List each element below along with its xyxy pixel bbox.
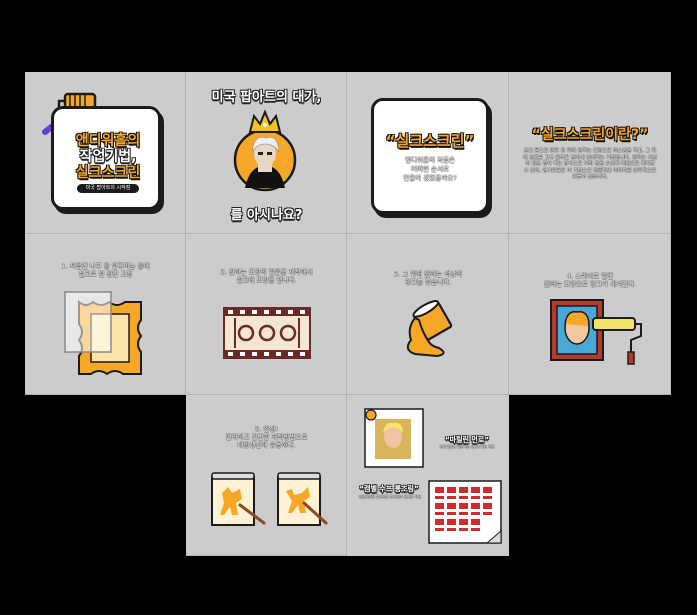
film-strip-icon: [223, 307, 311, 359]
artist-top-text: 미국 팝아트의 대가,: [211, 90, 322, 105]
step1-caption: 1. 처음엔 나무 틀 알루미늄 틀에 실크로 된 원단 고정: [61, 262, 150, 278]
cover-title-line1: 앤디워홀의: [75, 133, 141, 149]
slide-step1: 1. 처음엔 나무 틀 알루미늄 틀에 실크로 된 원단 고정: [25, 234, 186, 395]
step4-caption: 4. 스퀴지로 밀면 원하는 모양으로 잉크가 새겨진다.: [544, 272, 636, 288]
paint-bucket-icon: [406, 300, 453, 358]
marilyn-desc: 앤디워홀의 대표적인 실크스크린 작품: [439, 445, 495, 449]
slide-cover: 앤디워홀의 작업기법, 실크스크린 미국 팝아트의 시작점: [25, 72, 186, 234]
intro-card: [371, 98, 489, 214]
intro-line1: 앤디워홀의 작품은: [405, 156, 455, 164]
intro-title: “실크스크린”: [385, 132, 475, 150]
slide-definition: “실크스크린이란?” 실크 등으로 만든 판 위에 원하는 모양으로 마스킹을 …: [509, 72, 671, 234]
definition-body: 실크 등으로 만든 판 위에 원하는 모양으로 마스킹을 하고, 그 위에 잉크…: [523, 148, 657, 180]
definition-title: “실크스크린이란?”: [531, 127, 649, 143]
intro-line3: 만들어 졌었을까요?: [403, 174, 457, 182]
artist-bottom-text: 를 아시나요?: [230, 208, 303, 223]
campbell-soup-card: [428, 480, 502, 544]
campbell-label: “캠벨 수프 통조림”: [359, 485, 419, 493]
slide-step2: 2. 원하는 모양의 필름을 제작해서 실크에 모양을 냅니다.: [186, 234, 347, 395]
marilyn-print-card: [364, 408, 424, 468]
cover-title-line3: 실크스크린: [75, 165, 141, 181]
silk-frame-icon: [64, 291, 143, 376]
step3-caption: 3. 그 위에 원하는 색상의 잉크를 붓습니다.: [393, 270, 463, 286]
step2-caption: 2. 원하는 모양의 필름을 제작해서 실크에 모양을 냅니다.: [220, 268, 313, 284]
slide-artworks: “마릴린 먼로” 앤디워홀의 대표적인 실크스크린 작품 “캠벨 수프 통조림”…: [347, 395, 509, 556]
step5-caption: 5. 완성! 편리하고 간단한 제작방법으로 대량생산에 유용하다.: [225, 425, 308, 449]
slide-silkscreen-intro: “실크스크린” 앤디워홀의 작품은 어떠한 순서로 만들어 졌었을까요?: [347, 72, 509, 234]
intro-line2: 어떠한 순서로: [411, 165, 449, 173]
slide-artist: 미국 팝아트의 대가, 를 아시나요?: [186, 72, 347, 234]
slide-step3: 3. 그 위에 원하는 색상의 잉크를 붓습니다.: [347, 234, 509, 395]
campbell-desc: 대량생산된 통조림을 반복하여 표현한 작품: [358, 495, 422, 499]
artist-portrait: [233, 109, 297, 192]
portrait-squeegee-icon: [550, 299, 642, 365]
marilyn-label: “마릴린 먼로”: [445, 436, 489, 444]
slide-step5: 5. 완성! 편리하고 간단한 제작방법으로 대량생산에 유용하다.: [186, 395, 347, 556]
cover-subtitle-pill: 미국 팝아트의 시작점: [77, 184, 139, 193]
cover-title-line2: 작업기법,: [79, 149, 137, 165]
slide-step4: 4. 스퀴지로 밀면 원하는 모양으로 잉크가 새겨진다.: [509, 234, 671, 395]
finished-prints-icon: [211, 472, 328, 526]
